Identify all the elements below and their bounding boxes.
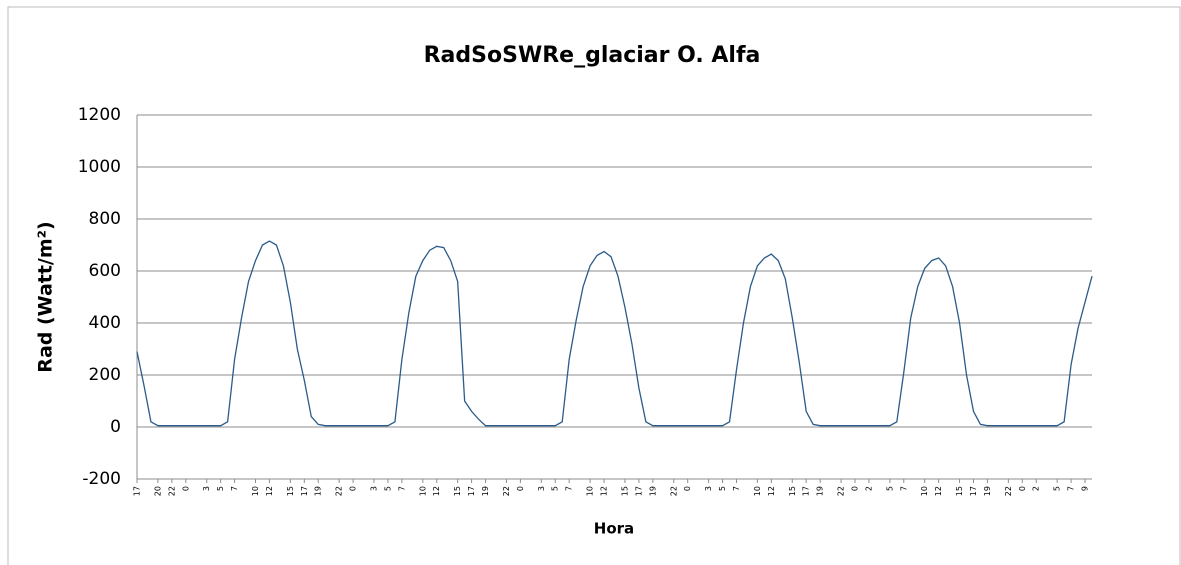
x-tick-label: 17 xyxy=(969,486,978,496)
x-tick-label: 20 xyxy=(153,486,162,496)
x-tick-label: 19 xyxy=(481,486,490,496)
x-tick-label: 10 xyxy=(251,486,260,496)
y-tick-label: 600 xyxy=(89,261,121,281)
x-tick-label: 7 xyxy=(1067,486,1076,491)
x-tick-label: 3 xyxy=(370,486,379,491)
x-tick-label: 15 xyxy=(453,486,462,496)
x-tick-label: 5 xyxy=(885,486,894,491)
y-tick-label: 400 xyxy=(89,313,121,333)
x-tick-label: 19 xyxy=(816,486,825,496)
x-tick-label: 19 xyxy=(314,486,323,496)
y-tick-label: 0 xyxy=(110,417,121,437)
x-tick-label: 15 xyxy=(955,486,964,496)
x-tick-label: 2 xyxy=(864,486,873,491)
y-tick-label: 800 xyxy=(89,209,121,229)
x-tick-label: 17 xyxy=(133,486,142,496)
x-tick-label: 19 xyxy=(648,486,657,496)
x-tick-label: 0 xyxy=(850,486,859,491)
x-tick-label: 3 xyxy=(202,486,211,491)
x-tick-label: 0 xyxy=(683,486,692,491)
y-axis-label: Rad (Watt/m²) xyxy=(35,221,57,372)
y-tick-label: 200 xyxy=(89,365,121,385)
x-tick-label: 17 xyxy=(634,486,643,496)
x-tick-label: 22 xyxy=(837,486,846,496)
x-tick-label: 22 xyxy=(335,486,344,496)
data-line xyxy=(136,240,1093,427)
x-tick-label: 7 xyxy=(397,486,406,491)
x-tick-label: 17 xyxy=(467,486,476,496)
x-tick-label: 10 xyxy=(753,486,762,496)
x-tick-label: 12 xyxy=(600,486,609,496)
x-tick-label: 17 xyxy=(802,486,811,496)
y-tick-label: -200 xyxy=(82,469,121,489)
x-tick-label: 17 xyxy=(300,486,309,496)
x-tick-label: 15 xyxy=(620,486,629,496)
x-tick-label: 5 xyxy=(1053,486,1062,491)
x-tick-label: 22 xyxy=(502,486,511,496)
y-tick-label: 1000 xyxy=(78,157,121,177)
x-tick-label: 12 xyxy=(767,486,776,496)
x-tick-label: 5 xyxy=(718,486,727,491)
x-tick-label: 2 xyxy=(1032,486,1041,491)
chart-title: RadSoSWRe_glaciar O. Alfa xyxy=(424,43,761,68)
x-tick-label: 5 xyxy=(551,486,560,491)
x-tick-label: 0 xyxy=(181,486,190,491)
x-tick-label: 22 xyxy=(167,486,176,496)
x-tick-label: 15 xyxy=(286,486,295,496)
x-tick-label: 7 xyxy=(230,486,239,491)
x-tick-label: 3 xyxy=(537,486,546,491)
x-tick-label: 5 xyxy=(216,486,225,491)
x-tick-label: 22 xyxy=(1004,486,1013,496)
x-tick-label: 10 xyxy=(920,486,929,496)
x-tick-label: 0 xyxy=(349,486,358,491)
chart-frame xyxy=(7,6,1181,565)
x-tick-label: 7 xyxy=(565,486,574,491)
x-axis-label: Hora xyxy=(594,520,634,538)
x-tick-label: 12 xyxy=(432,486,441,496)
x-tick-label: 15 xyxy=(788,486,797,496)
x-tick-label: 3 xyxy=(704,486,713,491)
x-tick-label: 10 xyxy=(586,486,595,496)
x-tick-label: 0 xyxy=(1018,486,1027,491)
x-tick-label: 0 xyxy=(516,486,525,491)
x-tick-label: 22 xyxy=(669,486,678,496)
x-tick-label: 12 xyxy=(265,486,274,496)
x-tick-label: 19 xyxy=(983,486,992,496)
y-tick-label: 1200 xyxy=(78,105,121,125)
x-tick-label: 9 xyxy=(1081,486,1090,491)
x-tick-label: 7 xyxy=(732,486,741,491)
x-tick-label: 12 xyxy=(934,486,943,496)
x-tick-label: 5 xyxy=(383,486,392,491)
x-tick-label: 7 xyxy=(899,486,908,491)
x-tick-label: 10 xyxy=(418,486,427,496)
